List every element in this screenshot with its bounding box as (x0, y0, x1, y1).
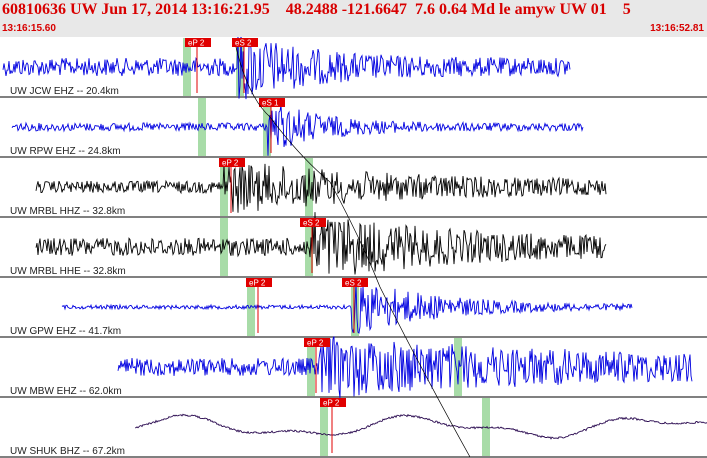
trace-row[interactable]: eP 2 eS 2 UW JCW EHZ -- 20.4km (0, 37, 707, 100)
waveform-trace (61, 282, 633, 334)
pick-flag[interactable] (246, 278, 272, 287)
event-header: 60810636 UW Jun 17, 2014 13:16:21.95 48.… (0, 0, 707, 37)
travel-time-curve (235, 46, 471, 458)
pick-flag[interactable] (304, 338, 330, 347)
pick-window (247, 278, 255, 336)
pick-label: eP 2 (188, 39, 205, 48)
pick-flag[interactable] (232, 38, 258, 47)
pick-flag[interactable] (320, 398, 346, 407)
pick-label: eP 2 (323, 399, 340, 408)
pick-window (320, 398, 328, 456)
start-time: 13:16:15.60 (2, 23, 56, 34)
trace-row[interactable]: eS 2 UW MRBL HHE -- 32.8km (0, 212, 707, 278)
station-label: UW JCW EHZ -- 20.4km (10, 86, 119, 97)
station-label: UW SHUK BHZ -- 67.2km (10, 446, 125, 457)
pick-window (482, 398, 490, 456)
pick-window (307, 338, 315, 396)
station-label: UW MBW EHZ -- 62.0km (10, 386, 122, 397)
trace-row[interactable]: eP 2 UW MBW EHZ -- 62.0km (0, 336, 707, 398)
waveform-trace (117, 336, 693, 398)
pick-label: eP 2 (222, 159, 239, 168)
station-label: UW MRBL HHE -- 32.8km (10, 266, 126, 277)
station-label: UW MRBL HHZ -- 32.8km (10, 206, 125, 217)
pick-label: eS 2 (345, 279, 362, 288)
pick-flag[interactable] (259, 98, 285, 107)
pick-window (454, 338, 462, 396)
pick-flag[interactable] (342, 278, 368, 287)
trace-row[interactable]: eP 2 UW MRBL HHZ -- 32.8km (0, 158, 707, 218)
pick-flag[interactable] (185, 38, 211, 47)
pick-label: eS 2 (303, 219, 320, 228)
waveform-trace (35, 212, 607, 275)
trace-row[interactable]: eP 2 eS 2 UW GPW EHZ -- 41.7km (0, 278, 707, 338)
pick-window (220, 158, 228, 216)
pick-window (198, 98, 206, 156)
pick-window (305, 218, 313, 276)
waveform-trace (134, 413, 707, 440)
trace-row[interactable]: eP 2 UW SHUK BHZ -- 67.2km (0, 398, 707, 458)
pick-label: eP 2 (307, 339, 324, 348)
waveform-trace (2, 37, 571, 100)
station-label: UW RPW EHZ -- 24.8km (10, 146, 121, 157)
seismogram-panel[interactable]: eP 2 eS 2 UW JCW EHZ -- 20.4km eS 1 UW RPW E… (0, 37, 707, 458)
trace-row[interactable]: eS 1 UW RPW EHZ -- 24.8km (0, 98, 707, 158)
end-time: 13:16:52.81 (650, 23, 704, 34)
waveform-trace (35, 163, 607, 213)
pick-window (305, 158, 313, 216)
pick-label: eP 2 (249, 279, 266, 288)
waveform-trace (11, 104, 584, 156)
station-label: UW GPW EHZ -- 41.7km (10, 326, 121, 337)
pick-flag[interactable] (300, 218, 326, 227)
event-title: 60810636 UW Jun 17, 2014 13:16:21.95 48.… (2, 1, 631, 18)
pick-flag[interactable] (219, 158, 245, 167)
pick-label: eS 2 (235, 39, 252, 48)
pick-label: eS 1 (262, 99, 279, 108)
